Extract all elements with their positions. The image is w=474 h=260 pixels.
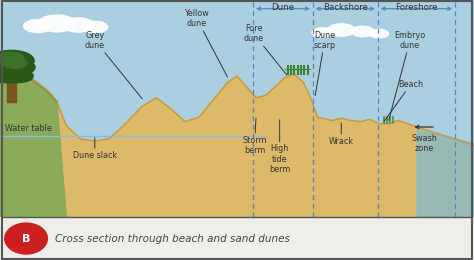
Text: Foreshore: Foreshore: [395, 3, 438, 12]
Circle shape: [3, 57, 27, 68]
Circle shape: [0, 65, 31, 83]
Text: Cross section through beach and sand dunes: Cross section through beach and sand dun…: [55, 233, 290, 244]
Polygon shape: [0, 65, 474, 217]
Bar: [7, 76, 16, 102]
Circle shape: [328, 24, 355, 36]
Polygon shape: [0, 65, 66, 217]
Circle shape: [24, 20, 52, 32]
Circle shape: [312, 28, 333, 37]
Text: Grey
dune: Grey dune: [85, 30, 142, 99]
Circle shape: [38, 15, 75, 32]
Text: Water table: Water table: [5, 124, 52, 133]
Text: Embryo
dune: Embryo dune: [389, 30, 426, 120]
Text: Backshore: Backshore: [323, 3, 368, 12]
Ellipse shape: [5, 223, 47, 254]
Text: Beach: Beach: [384, 80, 423, 122]
Circle shape: [351, 26, 374, 37]
Circle shape: [82, 21, 108, 33]
Text: Yellow
dune: Yellow dune: [184, 9, 228, 77]
Polygon shape: [417, 130, 474, 217]
Circle shape: [1, 60, 35, 75]
Circle shape: [0, 50, 34, 71]
Circle shape: [0, 52, 24, 65]
Text: Fore
dune: Fore dune: [244, 24, 287, 75]
Text: Storm
berm: Storm berm: [242, 118, 267, 155]
Text: High
tide
berm: High tide berm: [269, 120, 291, 174]
Circle shape: [5, 69, 33, 82]
Circle shape: [0, 69, 18, 82]
Text: Dune slack: Dune slack: [73, 138, 117, 160]
Text: B: B: [22, 233, 30, 244]
Circle shape: [370, 29, 389, 38]
Text: Swash
zone: Swash zone: [411, 134, 437, 153]
Text: Dune: Dune: [272, 3, 294, 12]
Text: Dune
scarp: Dune scarp: [314, 30, 336, 95]
Circle shape: [63, 18, 94, 32]
Text: Wrack: Wrack: [328, 123, 354, 146]
Circle shape: [0, 59, 23, 76]
